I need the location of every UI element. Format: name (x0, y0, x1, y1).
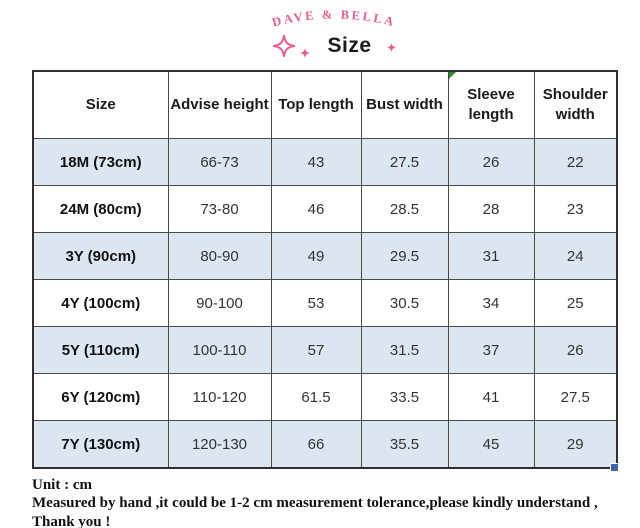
cell-comment-indicator-icon (449, 72, 456, 79)
column-header-shoulder-width: Shoulder width (533, 70, 618, 139)
measurement-cell: 26 (447, 138, 535, 186)
measurement-cell: 27.5 (533, 373, 618, 421)
measurement-cell: 45 (447, 420, 535, 469)
sparkle-right-icon (386, 40, 397, 58)
column-header-size: Size (32, 70, 169, 139)
tolerance-note: Measured by hand ,it could be 1-2 cm mea… (32, 495, 598, 528)
measurement-cell: 66 (270, 420, 362, 469)
measurement-cell: 33.5 (360, 373, 449, 421)
measurement-cell: 110-120 (167, 373, 272, 421)
measurement-cell: 29.5 (360, 232, 449, 280)
column-header-sleeve-length: Sleeve length (447, 70, 535, 139)
measurement-cell: 41 (447, 373, 535, 421)
size-label-cell: 5Y (110cm) (32, 326, 169, 374)
measurement-cell: 37 (447, 326, 535, 374)
measurement-cell: 80-90 (167, 232, 272, 280)
size-label-cell: 24M (80cm) (32, 185, 169, 233)
header-row: Size Advise height Top length Bust width… (32, 70, 618, 139)
title-row: Size (14, 32, 640, 60)
table-row: 6Y (120cm) 110-120 61.5 33.5 41 27.5 (32, 373, 618, 421)
footer-notes: Unit : cm Measured by hand ,it could be … (32, 476, 640, 528)
measurement-cell: 90-100 (167, 279, 272, 327)
table-row: 24M (80cm) 73-80 46 28.5 28 23 (32, 185, 618, 233)
measurement-cell: 31 (447, 232, 535, 280)
measurement-cell: 66-73 (167, 138, 272, 186)
selection-handle (610, 463, 619, 472)
measurement-cell: 46 (270, 185, 362, 233)
size-table-body: 18M (73cm) 66-73 43 27.5 26 22 24M (80cm) 73-80… (32, 138, 618, 469)
page-title: Size (327, 34, 372, 57)
unit-note: Unit : cm (32, 477, 92, 493)
measurement-cell: 53 (270, 279, 362, 327)
measurement-cell: 34 (447, 279, 535, 327)
column-header-top-length: Top length (270, 70, 362, 139)
table-row: 5Y (110cm) 100-110 57 31.5 37 26 (32, 326, 618, 374)
size-label-cell: 18M (73cm) (32, 138, 169, 186)
table-row: 7Y (130cm) 120-130 66 35.5 45 29 (32, 420, 618, 469)
brand-arc-text: DAVE & BELLA (271, 7, 398, 29)
measurement-cell: 28.5 (360, 185, 449, 233)
sparkle-outline-icon (273, 34, 296, 58)
table-row: 4Y (100cm) 90-100 53 30.5 34 25 (32, 279, 618, 327)
measurement-cell: 73-80 (167, 185, 272, 233)
table-row: 18M (73cm) 66-73 43 27.5 26 22 (32, 138, 618, 186)
size-table-wrapper: Size Advise height Top length Bust width… (32, 70, 619, 472)
measurement-cell: 120-130 (167, 420, 272, 469)
measurement-cell: 100-110 (167, 326, 272, 374)
measurement-cell: 29 (533, 420, 618, 469)
measurement-cell: 49 (270, 232, 362, 280)
sparkle-small-icon (300, 47, 311, 59)
sparkle-left-icon (271, 33, 311, 59)
size-label-cell: 3Y (90cm) (32, 232, 169, 280)
sparkle-small-icon (386, 42, 396, 53)
measurement-cell: 27.5 (360, 138, 449, 186)
measurement-cell: 30.5 (360, 279, 449, 327)
column-header-label: Sleeve length (467, 85, 515, 123)
size-label-cell: 4Y (100cm) (32, 279, 169, 327)
measurement-cell: 23 (533, 185, 618, 233)
measurement-cell: 26 (533, 326, 618, 374)
masthead: DAVE & BELLA Size (14, 0, 640, 70)
measurement-cell: 25 (533, 279, 618, 327)
brand-name: DAVE & BELLA (271, 7, 395, 29)
column-header-advise-height: Advise height (167, 70, 272, 139)
size-label-cell: 6Y (120cm) (32, 373, 169, 421)
measurement-cell: 43 (270, 138, 362, 186)
measurement-cell: 28 (447, 185, 535, 233)
measurement-cell: 31.5 (360, 326, 449, 374)
svg-text:DAVE & BELLA: DAVE & BELLA (271, 7, 398, 29)
size-table: Size Advise height Top length Bust width… (32, 70, 618, 469)
measurement-cell: 57 (270, 326, 362, 374)
measurement-cell: 22 (533, 138, 618, 186)
measurement-cell: 61.5 (270, 373, 362, 421)
size-table-header: Size Advise height Top length Bust width… (32, 70, 618, 139)
table-row: 3Y (90cm) 80-90 49 29.5 31 24 (32, 232, 618, 280)
measurement-cell: 35.5 (360, 420, 449, 469)
measurement-cell: 24 (533, 232, 618, 280)
size-label-cell: 7Y (130cm) (32, 420, 169, 469)
column-header-bust-width: Bust width (360, 70, 449, 139)
